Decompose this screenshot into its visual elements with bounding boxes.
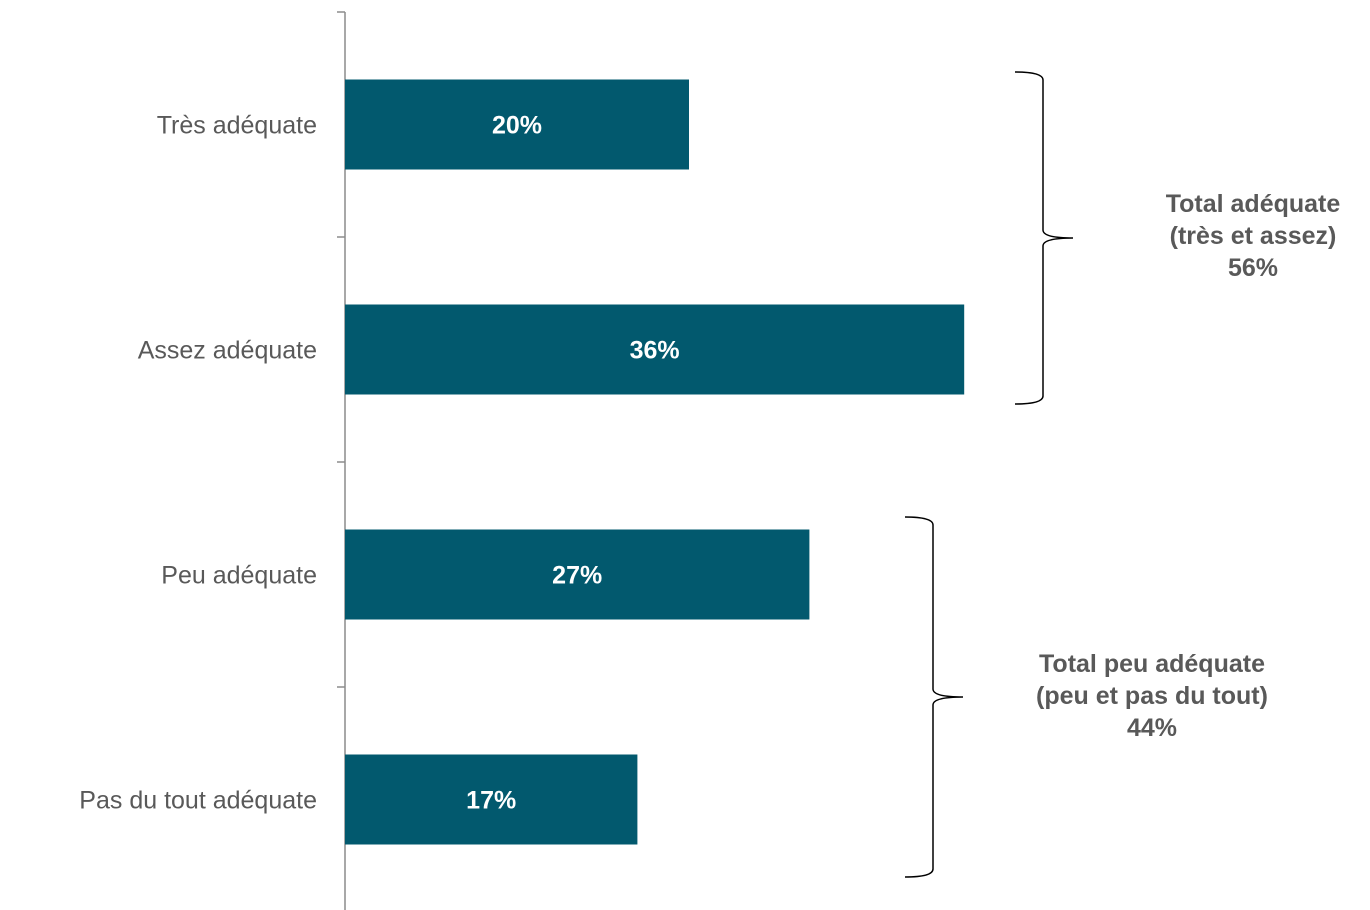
category-label: Assez adéquate	[138, 337, 317, 365]
bar	[345, 304, 965, 395]
group-brace	[904, 516, 964, 878]
bar-value-label: 36%	[630, 337, 680, 365]
group-total-label: (très et assez)	[1170, 222, 1337, 250]
bar-value-label: 20%	[492, 112, 542, 140]
group-brace	[1014, 71, 1074, 405]
bar-value-label: 17%	[466, 787, 516, 815]
group-total-label: 44%	[1127, 714, 1177, 742]
group-total-label: (peu et pas du tout)	[1036, 682, 1268, 710]
value-axis	[337, 11, 346, 910]
category-labels: Très adéquate Assez adéquate Peu adéquate P…	[79, 112, 317, 815]
category-label: Peu adéquate	[161, 562, 317, 590]
bar	[345, 79, 689, 170]
category-label: Très adéquate	[157, 112, 317, 140]
bar-value-label: 27%	[552, 562, 602, 590]
group-annotations: Total adéquate (très et assez) 56% Total pe…	[904, 71, 1341, 878]
group-total-label: 56%	[1228, 254, 1278, 282]
group-total-label: Total adéquate	[1166, 190, 1341, 218]
bar	[345, 529, 810, 620]
bar	[345, 754, 638, 845]
bars: 20% 36% 27% 17%	[345, 79, 965, 845]
category-label: Pas du tout adéquate	[79, 787, 317, 815]
group-total-label: Total peu adéquate	[1039, 650, 1265, 678]
